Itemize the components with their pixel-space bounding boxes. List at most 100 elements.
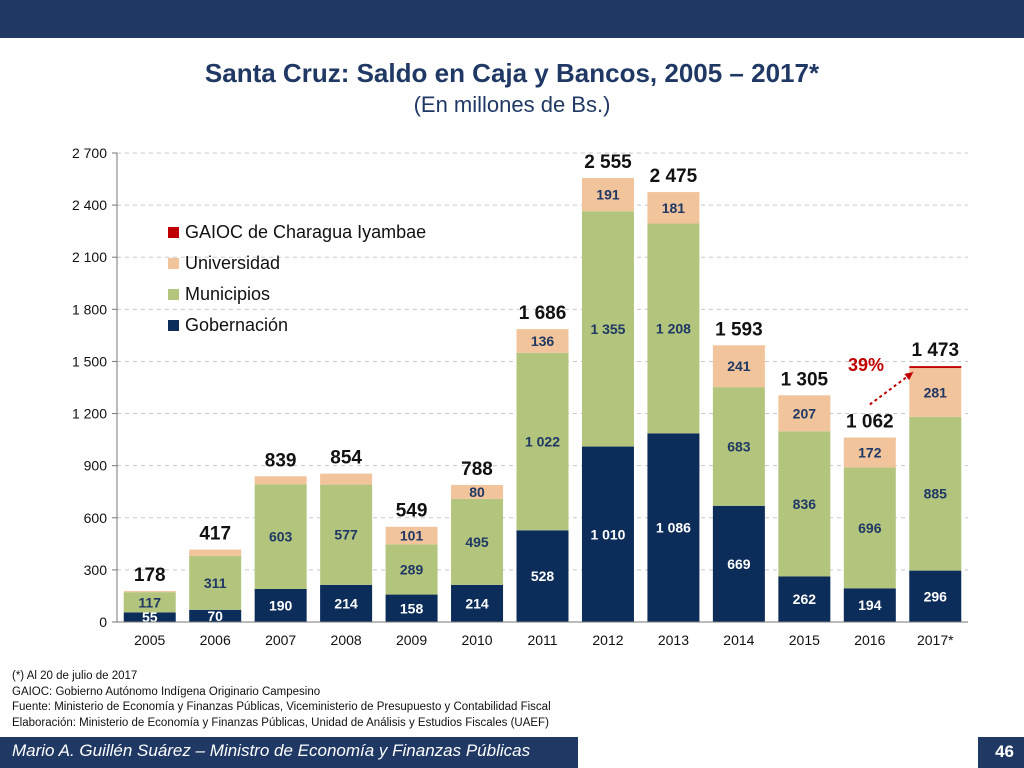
data-label: 241 xyxy=(727,358,751,374)
legend-label: Universidad xyxy=(185,253,280,273)
total-label: 2 555 xyxy=(584,152,632,173)
legend-swatch xyxy=(168,320,179,331)
footnote-elaboration: Elaboración: Ministerio de Economía y Fi… xyxy=(12,716,549,729)
legend-swatch xyxy=(168,289,179,300)
total-label: 1 593 xyxy=(715,319,763,340)
data-label: 207 xyxy=(793,405,817,421)
data-label: 190 xyxy=(269,597,293,613)
data-label: 172 xyxy=(858,444,882,460)
y-tick-label: 0 xyxy=(99,614,107,630)
x-tick-label: 2009 xyxy=(396,632,427,648)
total-label: 1 062 xyxy=(846,412,894,433)
x-tick-label: 2014 xyxy=(723,632,754,648)
bar-segment-universidad-2017* xyxy=(909,368,962,417)
legend-swatch xyxy=(168,227,179,238)
growth-arrow xyxy=(869,371,914,406)
bar-segment-municipios-2007 xyxy=(254,484,307,589)
footer-bar: Mario A. Guillén Suárez – Ministro de Ec… xyxy=(0,737,1024,768)
y-tick-label: 2 700 xyxy=(72,145,107,161)
legend-layer: GAIOC de Charagua Iyambae Universidad Muni… xyxy=(168,222,426,335)
data-label: 136 xyxy=(531,333,555,349)
bar-segment-universidad-2012 xyxy=(581,178,634,212)
bar-segment-municipios-2010 xyxy=(451,498,504,585)
x-tick-label: 2017* xyxy=(917,632,954,648)
y-tick-label: 1 800 xyxy=(72,301,107,317)
total-label: 854 xyxy=(330,448,362,469)
data-label: 55 xyxy=(142,609,158,625)
data-label: 214 xyxy=(334,595,358,611)
data-label: 1 208 xyxy=(656,320,691,336)
bars-layer xyxy=(123,178,962,622)
bar-segment-gobernación-2005 xyxy=(123,612,176,622)
bar-segment-universidad-2005 xyxy=(123,591,176,593)
total-label: 417 xyxy=(199,524,231,545)
bar-segment-universidad-2016 xyxy=(843,437,896,468)
bar-segment-municipios-2015 xyxy=(778,431,831,577)
data-label: 191 xyxy=(596,187,620,203)
bar-segment-universidad-2006 xyxy=(189,549,242,556)
footer-author: Mario A. Guillén Suárez – Ministro de Ec… xyxy=(12,741,531,760)
data-label: 885 xyxy=(924,486,948,502)
bar-segment-gobernación-2008 xyxy=(320,584,373,622)
data-label: 70 xyxy=(207,608,223,624)
bar-segment-gobernación-2006 xyxy=(189,609,242,622)
legend-label: Municipios xyxy=(185,284,270,304)
data-label: 101 xyxy=(400,528,424,544)
x-tick-label: 2008 xyxy=(331,632,362,648)
bar-segment-gobernación-2017* xyxy=(909,570,962,622)
data-label: 1 010 xyxy=(590,526,625,542)
total-label: 2 475 xyxy=(650,166,698,187)
data-label: 683 xyxy=(727,438,751,454)
bar-segment-gaioc-de-charagua-iyambae-2017* xyxy=(909,366,962,369)
bar-segment-gobernación-2010 xyxy=(451,584,504,622)
bar-segment-municipios-2014 xyxy=(712,387,765,506)
data-label: 1 355 xyxy=(590,321,625,337)
data-label: 281 xyxy=(924,384,948,400)
bar-segment-municipios-2013 xyxy=(647,223,700,434)
data-label: 289 xyxy=(400,561,424,577)
growth-arrow-head xyxy=(904,372,914,381)
data-label: 577 xyxy=(334,527,358,543)
bar-segment-gobernación-2009 xyxy=(385,594,438,622)
data-label: 696 xyxy=(858,520,882,536)
bar-segment-gobernación-2016 xyxy=(843,588,896,622)
bar-segment-municipios-2009 xyxy=(385,544,438,595)
data-label: 158 xyxy=(400,600,424,616)
bar-segment-universidad-2014 xyxy=(712,345,765,388)
bar-segment-universidad-2008 xyxy=(320,473,373,485)
axis-layer: 0 300 600 900 1 200 1 500 1 800 2 100 2 400 2 700… xyxy=(72,145,968,648)
x-tick-label: 2015 xyxy=(789,632,820,648)
bar-segment-gobernación-2013 xyxy=(647,433,700,622)
bar-segment-universidad-2015 xyxy=(778,395,831,432)
bar-segment-municipios-2017* xyxy=(909,416,962,571)
y-tick-label: 1 200 xyxy=(72,406,107,422)
chart-subtitle: (En millones de Bs.) xyxy=(413,92,611,117)
x-tick-label: 2006 xyxy=(200,632,231,648)
total-label: 178 xyxy=(134,565,166,586)
footer-white-block xyxy=(578,737,978,768)
bar-segment-gobernación-2011 xyxy=(516,530,569,622)
data-label: 603 xyxy=(269,529,293,545)
bar-segment-universidad-2009 xyxy=(385,526,438,545)
data-label: 262 xyxy=(793,591,817,607)
data-label: 80 xyxy=(469,484,485,500)
x-tick-label: 2007 xyxy=(265,632,296,648)
data-label: 1 086 xyxy=(656,520,691,536)
data-label: 194 xyxy=(858,597,882,613)
bar-segment-universidad-2011 xyxy=(516,329,569,353)
top-band xyxy=(0,0,1024,38)
total-label: 1 473 xyxy=(911,340,959,361)
total-label: 1 686 xyxy=(519,303,567,324)
bar-segment-municipios-2005 xyxy=(123,592,176,613)
data-label: 528 xyxy=(531,568,555,584)
footnote-source: Fuente: Ministerio de Economía y Finanza… xyxy=(12,701,551,713)
x-tick-label: 2016 xyxy=(854,632,885,648)
y-tick-label: 1 500 xyxy=(72,353,107,369)
bar-segment-gobernación-2014 xyxy=(712,505,765,622)
y-tick-label: 600 xyxy=(84,510,108,526)
data-label: 669 xyxy=(727,556,751,572)
bar-segment-gobernación-2007 xyxy=(254,588,307,622)
bar-segment-universidad-2007 xyxy=(254,476,307,485)
data-label: 214 xyxy=(465,595,489,611)
